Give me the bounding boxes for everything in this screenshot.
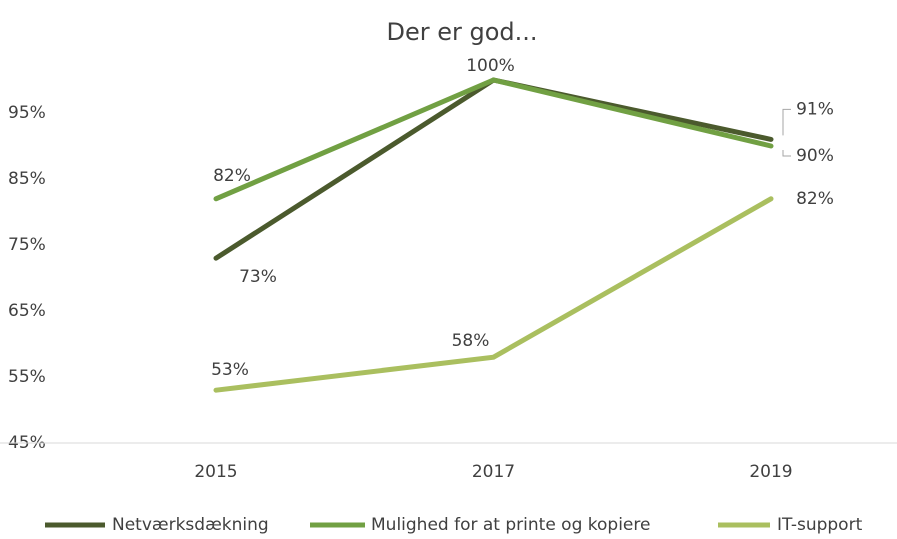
y-tick-label: 65% xyxy=(8,301,46,321)
data-label: 53% xyxy=(211,360,249,380)
legend-label: Netværksdækning xyxy=(112,515,269,535)
line-series xyxy=(213,196,774,393)
y-tick-label: 85% xyxy=(8,169,46,189)
x-tick-label: 2015 xyxy=(194,462,237,482)
leader-line xyxy=(782,150,791,157)
data-label: 82% xyxy=(213,166,251,186)
legend-label: Mulighed for at printe og kopiere xyxy=(371,515,650,535)
y-tick-label: 55% xyxy=(8,367,46,387)
data-label: 82% xyxy=(796,189,834,209)
x-tick-label: 2019 xyxy=(749,462,792,482)
data-label: 100% xyxy=(466,56,515,76)
line-series xyxy=(213,77,774,202)
legend-label: IT-support xyxy=(777,515,863,535)
x-tick-label: 2017 xyxy=(472,462,515,482)
chart-title: Der er god... xyxy=(386,18,537,46)
line-series xyxy=(213,77,774,261)
data-label: 91% xyxy=(796,99,834,119)
data-label: 90% xyxy=(796,146,834,166)
leader-line xyxy=(782,108,791,136)
y-tick-label: 75% xyxy=(8,235,46,255)
data-label: 73% xyxy=(239,267,277,287)
y-tick-label: 95% xyxy=(8,103,46,123)
data-label: 58% xyxy=(452,331,490,351)
